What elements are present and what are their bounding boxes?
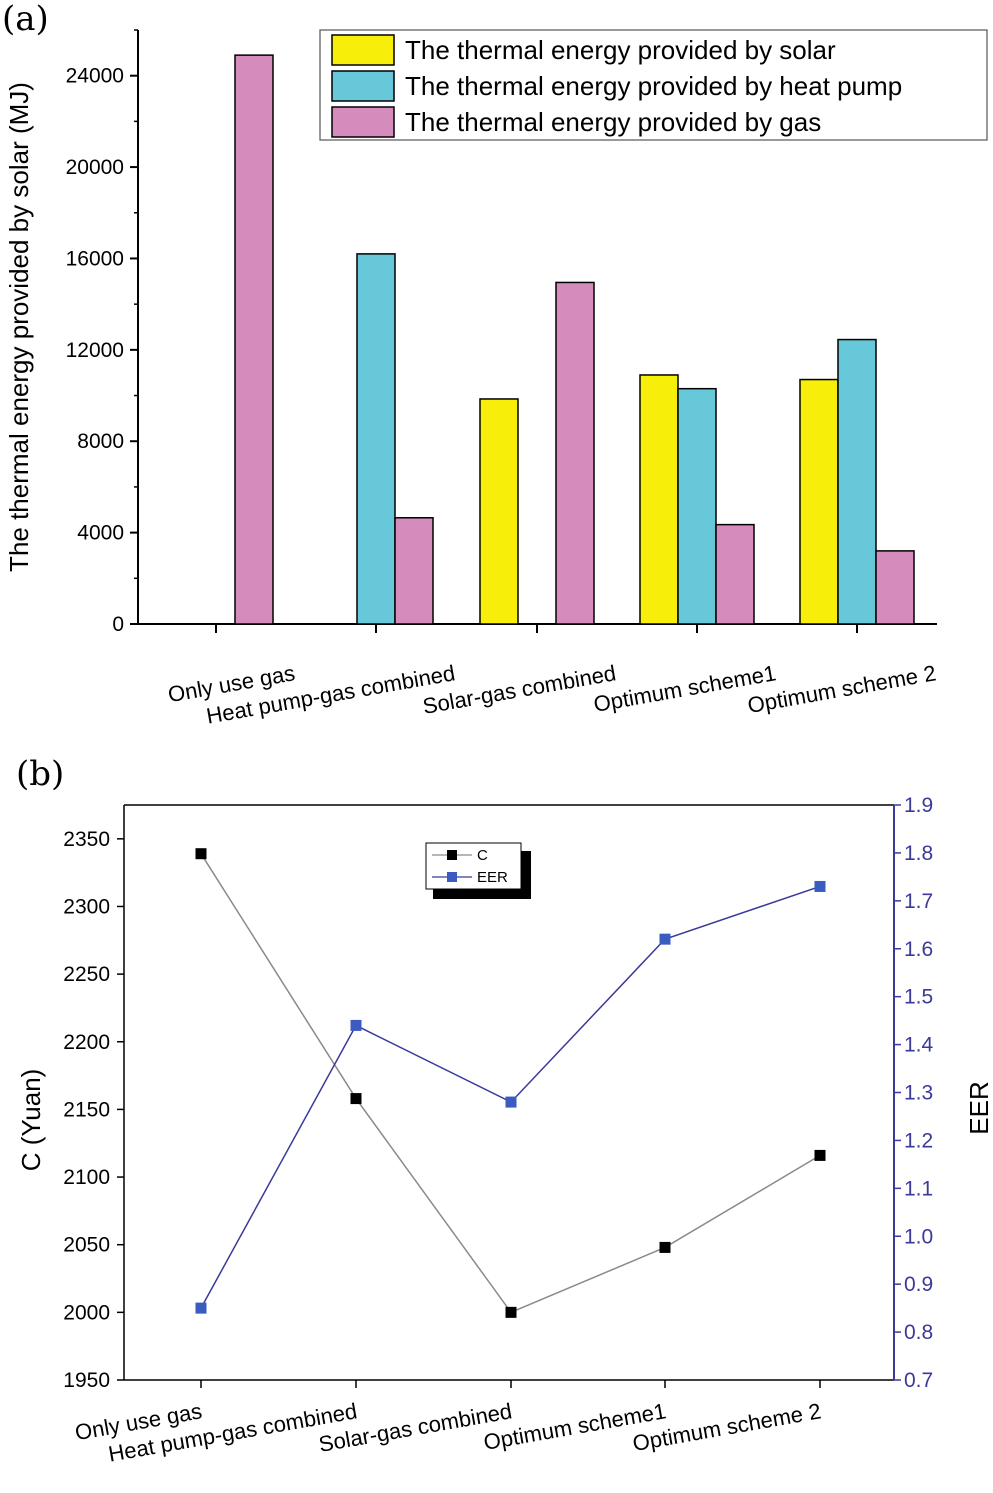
right-y-tick-label: 1.3 — [904, 1082, 933, 1105]
panel-b-label: (b) — [16, 754, 64, 794]
y-tick-label: 12000 — [66, 339, 124, 362]
left-y-tick-label: 2100 — [63, 1166, 110, 1189]
right-y-tick-label: 1.6 — [904, 938, 933, 961]
right-y-tick-label: 1.4 — [904, 1034, 934, 1057]
series-point-eer — [814, 880, 826, 892]
left-y-tick-label: 1950 — [63, 1369, 110, 1392]
y-tick-label: 20000 — [66, 156, 124, 179]
bar-heat-pump — [837, 338, 877, 625]
right-y-tick-label: 1.8 — [904, 842, 933, 865]
left-y-tick-label: 2200 — [63, 1031, 110, 1054]
left-y-tick-label: 2050 — [63, 1234, 110, 1257]
right-y-tick-label: 0.8 — [904, 1321, 933, 1344]
bar-heat-pump — [356, 253, 396, 625]
legend-marker — [447, 872, 457, 882]
series-point-c — [195, 848, 207, 860]
right-y-tick-label: 0.9 — [904, 1273, 933, 1296]
y-tick-label: 0 — [112, 613, 124, 636]
series-point-c — [505, 1306, 517, 1318]
legend-swatch — [331, 70, 395, 102]
right-y-tick-label: 1.9 — [904, 794, 933, 817]
series-point-eer — [195, 1302, 207, 1314]
legend-box — [425, 842, 522, 890]
legend-label: The thermal energy provided by gas — [405, 107, 821, 137]
right-y-tick-label: 1.5 — [904, 986, 933, 1009]
bar-gas — [555, 281, 595, 625]
right-y-tick-label: 1.7 — [904, 890, 933, 913]
y-tick-label: 8000 — [77, 430, 124, 453]
left-y-tick-label: 2250 — [63, 963, 110, 986]
series-point-c — [814, 1149, 826, 1161]
legend-marker — [447, 850, 457, 860]
y-tick-label: 4000 — [77, 522, 124, 545]
legend-label: The thermal energy provided by solar — [405, 35, 836, 65]
line-chart-panel-b: 1950 2000 2050 2100 2150 2200 2250 2300 2350 0.7 0… — [16, 794, 993, 1467]
bar-gas — [234, 54, 274, 625]
left-y-tick-label: 2000 — [63, 1301, 110, 1324]
right-y-tick-label: 1.1 — [904, 1177, 933, 1200]
bar-heat-pump — [677, 387, 717, 625]
right-y-tick-label: 1.2 — [904, 1129, 933, 1152]
legend-label: C — [477, 847, 488, 864]
bar-solar — [799, 378, 839, 625]
left-y-axis-title: C (Yuan) — [16, 1069, 46, 1172]
left-y-tick-label: 2150 — [63, 1098, 110, 1121]
series-point-eer — [659, 933, 671, 945]
legend-label: The thermal energy provided by heat pump — [405, 71, 902, 101]
left-y-tick-label: 2350 — [63, 828, 110, 851]
legend-box — [319, 29, 988, 141]
right-y-tick-label: 0.7 — [904, 1369, 933, 1392]
bar-solar — [479, 398, 519, 625]
right-y-axis-title: EER — [964, 1081, 993, 1134]
series-point-c — [659, 1241, 671, 1253]
series-point-c — [350, 1093, 362, 1105]
y-axis-title: The thermal energy provided by solar (MJ… — [4, 82, 34, 572]
left-y-tick-label: 2300 — [63, 895, 110, 918]
series-point-eer — [505, 1096, 517, 1108]
legend-swatch — [331, 34, 395, 66]
series-line-c — [200, 853, 821, 1314]
bar-gas — [875, 550, 915, 625]
right-y-tick-label: 1.0 — [904, 1225, 933, 1248]
bar-gas — [394, 517, 434, 625]
y-tick-label: 24000 — [66, 65, 124, 88]
panel-a-label: (a) — [2, 0, 49, 39]
legend-label: EER — [477, 869, 508, 886]
bar-chart-panel-a: 0 4000 8000 12000 16000 20000 24000 The thermal… — [4, 29, 988, 729]
legend-swatch — [331, 106, 395, 138]
bar-gas — [715, 523, 755, 625]
bar-solar — [639, 374, 679, 625]
series-point-eer — [350, 1019, 362, 1031]
y-tick-label: 16000 — [66, 247, 124, 270]
